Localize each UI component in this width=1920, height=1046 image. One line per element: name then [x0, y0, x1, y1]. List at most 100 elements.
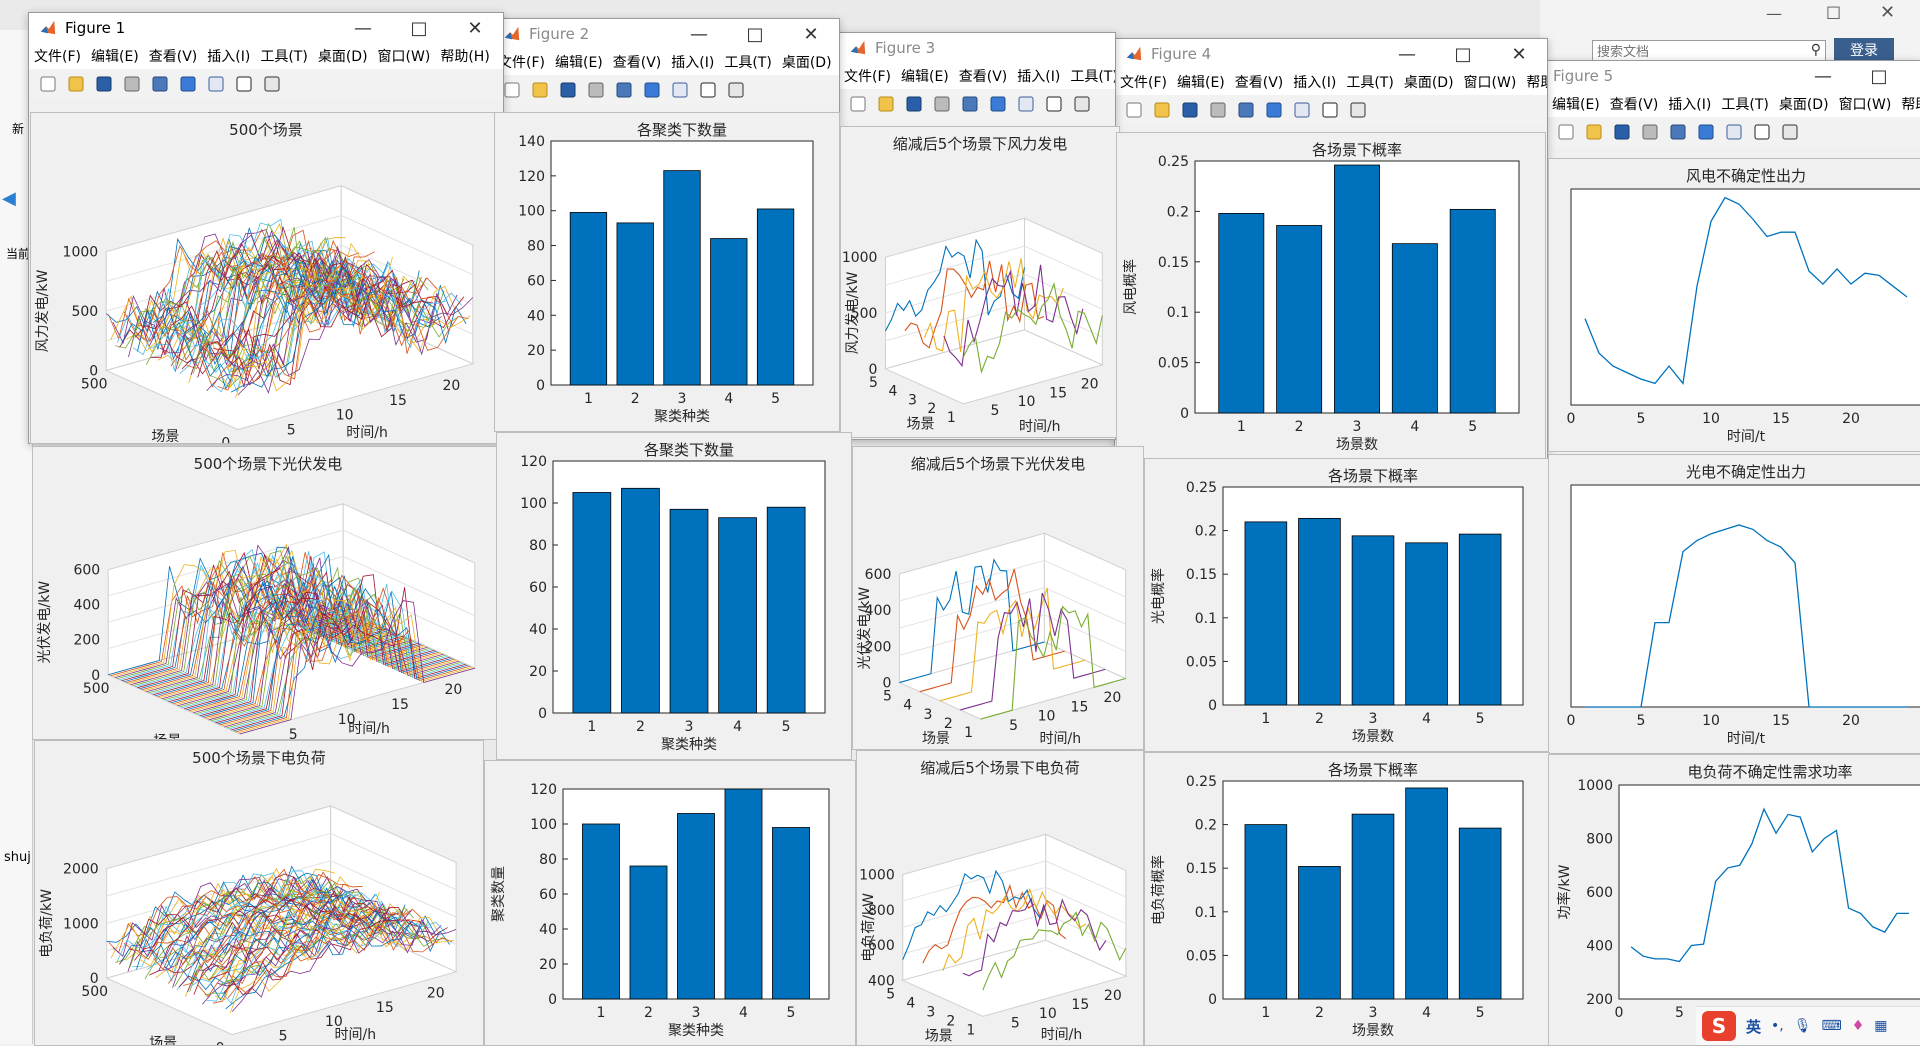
insert-colorbar-icon[interactable] [987, 93, 1009, 115]
edit-plot-icon[interactable] [1043, 93, 1065, 115]
insert-colorbar-icon[interactable] [641, 79, 663, 101]
keyboard-icon[interactable]: ⌨ [1821, 1018, 1842, 1034]
menu-item[interactable]: 桌面(D) [781, 55, 832, 71]
menu-item[interactable]: 帮助(H) [1526, 75, 1547, 91]
insert-legend-icon[interactable] [669, 79, 691, 101]
save-icon[interactable] [557, 79, 579, 101]
insert-colorbar-icon[interactable] [1695, 121, 1717, 143]
save-icon[interactable] [903, 93, 925, 115]
save-icon[interactable] [1179, 99, 1201, 121]
menu-item[interactable]: 编辑(E) [900, 69, 949, 85]
title-bar[interactable]: Figure 1 — □ ✕ [29, 13, 503, 43]
property-inspector-icon[interactable] [261, 73, 283, 95]
title-bar[interactable]: Figure 4 — □ ✕ [1115, 39, 1547, 69]
new-file-icon[interactable] [847, 93, 869, 115]
menu-item[interactable]: 文件(F) [844, 69, 891, 85]
close-icon[interactable]: ✕ [1880, 2, 1896, 23]
minimize-icon[interactable]: — [690, 23, 708, 45]
menu-item[interactable]: 查看(V) [1609, 97, 1659, 113]
menu-item[interactable]: 窗口(W) [1463, 75, 1517, 91]
print-icon[interactable] [121, 73, 143, 95]
menu-item[interactable]: 工具(T) [724, 55, 772, 71]
menu-item[interactable]: 窗口(W) [837, 52, 839, 72]
link-plot-icon[interactable] [1667, 121, 1689, 143]
menu-item[interactable]: 工具(T) [260, 49, 308, 65]
menu-item[interactable]: 编辑(E) [554, 55, 603, 71]
edit-plot-icon[interactable] [697, 79, 719, 101]
link-plot-icon[interactable] [613, 79, 635, 101]
print-icon[interactable] [1207, 99, 1229, 121]
menu-item[interactable]: 文件(F) [1120, 75, 1167, 91]
login-button[interactable]: 登录 [1834, 38, 1894, 62]
close-icon[interactable]: ✕ [1511, 43, 1527, 65]
new-file-icon[interactable] [501, 79, 523, 101]
new-file-icon[interactable] [1123, 99, 1145, 121]
menu-item[interactable]: 编辑(E) [1552, 97, 1600, 113]
menu-item[interactable]: 插入(I) [671, 55, 715, 71]
punctuation-icon[interactable]: •, [1771, 1018, 1784, 1034]
microphone-icon[interactable]: 🎙 [1793, 1018, 1812, 1034]
menu-item[interactable]: 工具(T) [1070, 69, 1116, 85]
insert-legend-icon[interactable] [1291, 99, 1313, 121]
maximize-icon[interactable]: □ [410, 17, 428, 39]
open-folder-icon[interactable] [1151, 99, 1173, 121]
search-icon[interactable]: ⚲ [1810, 42, 1821, 58]
menu-item[interactable]: 查看(V) [148, 49, 198, 65]
close-icon[interactable]: ✕ [467, 17, 483, 39]
menu-item[interactable]: 查看(V) [612, 55, 662, 71]
menu-item[interactable]: 帮助(H) [1901, 97, 1920, 113]
menu-item[interactable]: 插入(I) [1668, 97, 1712, 113]
link-plot-icon[interactable] [1235, 99, 1257, 121]
edit-plot-icon[interactable] [233, 73, 255, 95]
menu-item[interactable]: 文件(F) [498, 55, 545, 71]
new-file-icon[interactable] [37, 73, 59, 95]
title-bar[interactable]: Figure 3 [839, 33, 1115, 63]
open-folder-icon[interactable] [65, 73, 87, 95]
menu-item[interactable]: 编辑(E) [90, 49, 139, 65]
save-icon[interactable] [93, 73, 115, 95]
link-plot-icon[interactable] [959, 93, 981, 115]
grid-menu-icon[interactable]: ▦ [1874, 1018, 1888, 1034]
menu-item[interactable]: 窗口(W) [377, 49, 431, 65]
menu-item[interactable]: 插入(I) [207, 49, 251, 65]
minimize-icon[interactable]: — [1814, 65, 1832, 87]
back-arrow-icon[interactable]: ◀ [2, 188, 16, 209]
open-folder-icon[interactable] [875, 93, 897, 115]
search-input[interactable] [1593, 41, 1799, 63]
menu-item[interactable]: 文件(F) [34, 49, 81, 65]
menu-item[interactable]: 帮助(H) [440, 49, 490, 65]
minimize-icon[interactable]: — [1398, 43, 1416, 65]
menu-item[interactable]: 查看(V) [958, 69, 1008, 85]
insert-colorbar-icon[interactable] [177, 73, 199, 95]
maximize-icon[interactable]: □ [746, 23, 764, 45]
menu-item[interactable]: 插入(I) [1293, 75, 1337, 91]
property-inspector-icon[interactable] [1779, 121, 1801, 143]
maximize-icon[interactable]: □ [1870, 65, 1888, 87]
print-icon[interactable] [1639, 121, 1661, 143]
maximize-icon[interactable]: □ [1454, 43, 1472, 65]
open-folder-icon[interactable] [1583, 121, 1605, 143]
menu-item[interactable]: 工具(T) [1346, 75, 1394, 91]
edit-plot-icon[interactable] [1751, 121, 1773, 143]
title-bar[interactable]: Figure 2 — □ ✕ [493, 19, 839, 49]
new-file-icon[interactable] [1555, 121, 1577, 143]
close-icon[interactable]: ✕ [803, 23, 819, 45]
sogou-logo-icon[interactable]: S [1702, 1011, 1736, 1041]
skin-icon[interactable]: ♦ [1851, 1018, 1865, 1034]
menu-item[interactable]: 桌面(D) [317, 49, 368, 65]
open-folder-icon[interactable] [529, 79, 551, 101]
minimize-icon[interactable]: — [354, 17, 372, 39]
menu-item[interactable]: 查看(V) [1234, 75, 1284, 91]
ime-language-toggle[interactable]: 英 [1746, 1017, 1762, 1036]
maximize-icon[interactable]: □ [1826, 2, 1842, 21]
property-inspector-icon[interactable] [1071, 93, 1093, 115]
save-icon[interactable] [1611, 121, 1633, 143]
print-icon[interactable] [931, 93, 953, 115]
menu-item[interactable]: 桌面(D) [1778, 97, 1829, 113]
insert-legend-icon[interactable] [1723, 121, 1745, 143]
insert-legend-icon[interactable] [205, 73, 227, 95]
insert-colorbar-icon[interactable] [1263, 99, 1285, 121]
minimize-icon[interactable]: — [1766, 4, 1782, 23]
property-inspector-icon[interactable] [725, 79, 747, 101]
menu-item[interactable]: 工具(T) [1721, 97, 1769, 113]
